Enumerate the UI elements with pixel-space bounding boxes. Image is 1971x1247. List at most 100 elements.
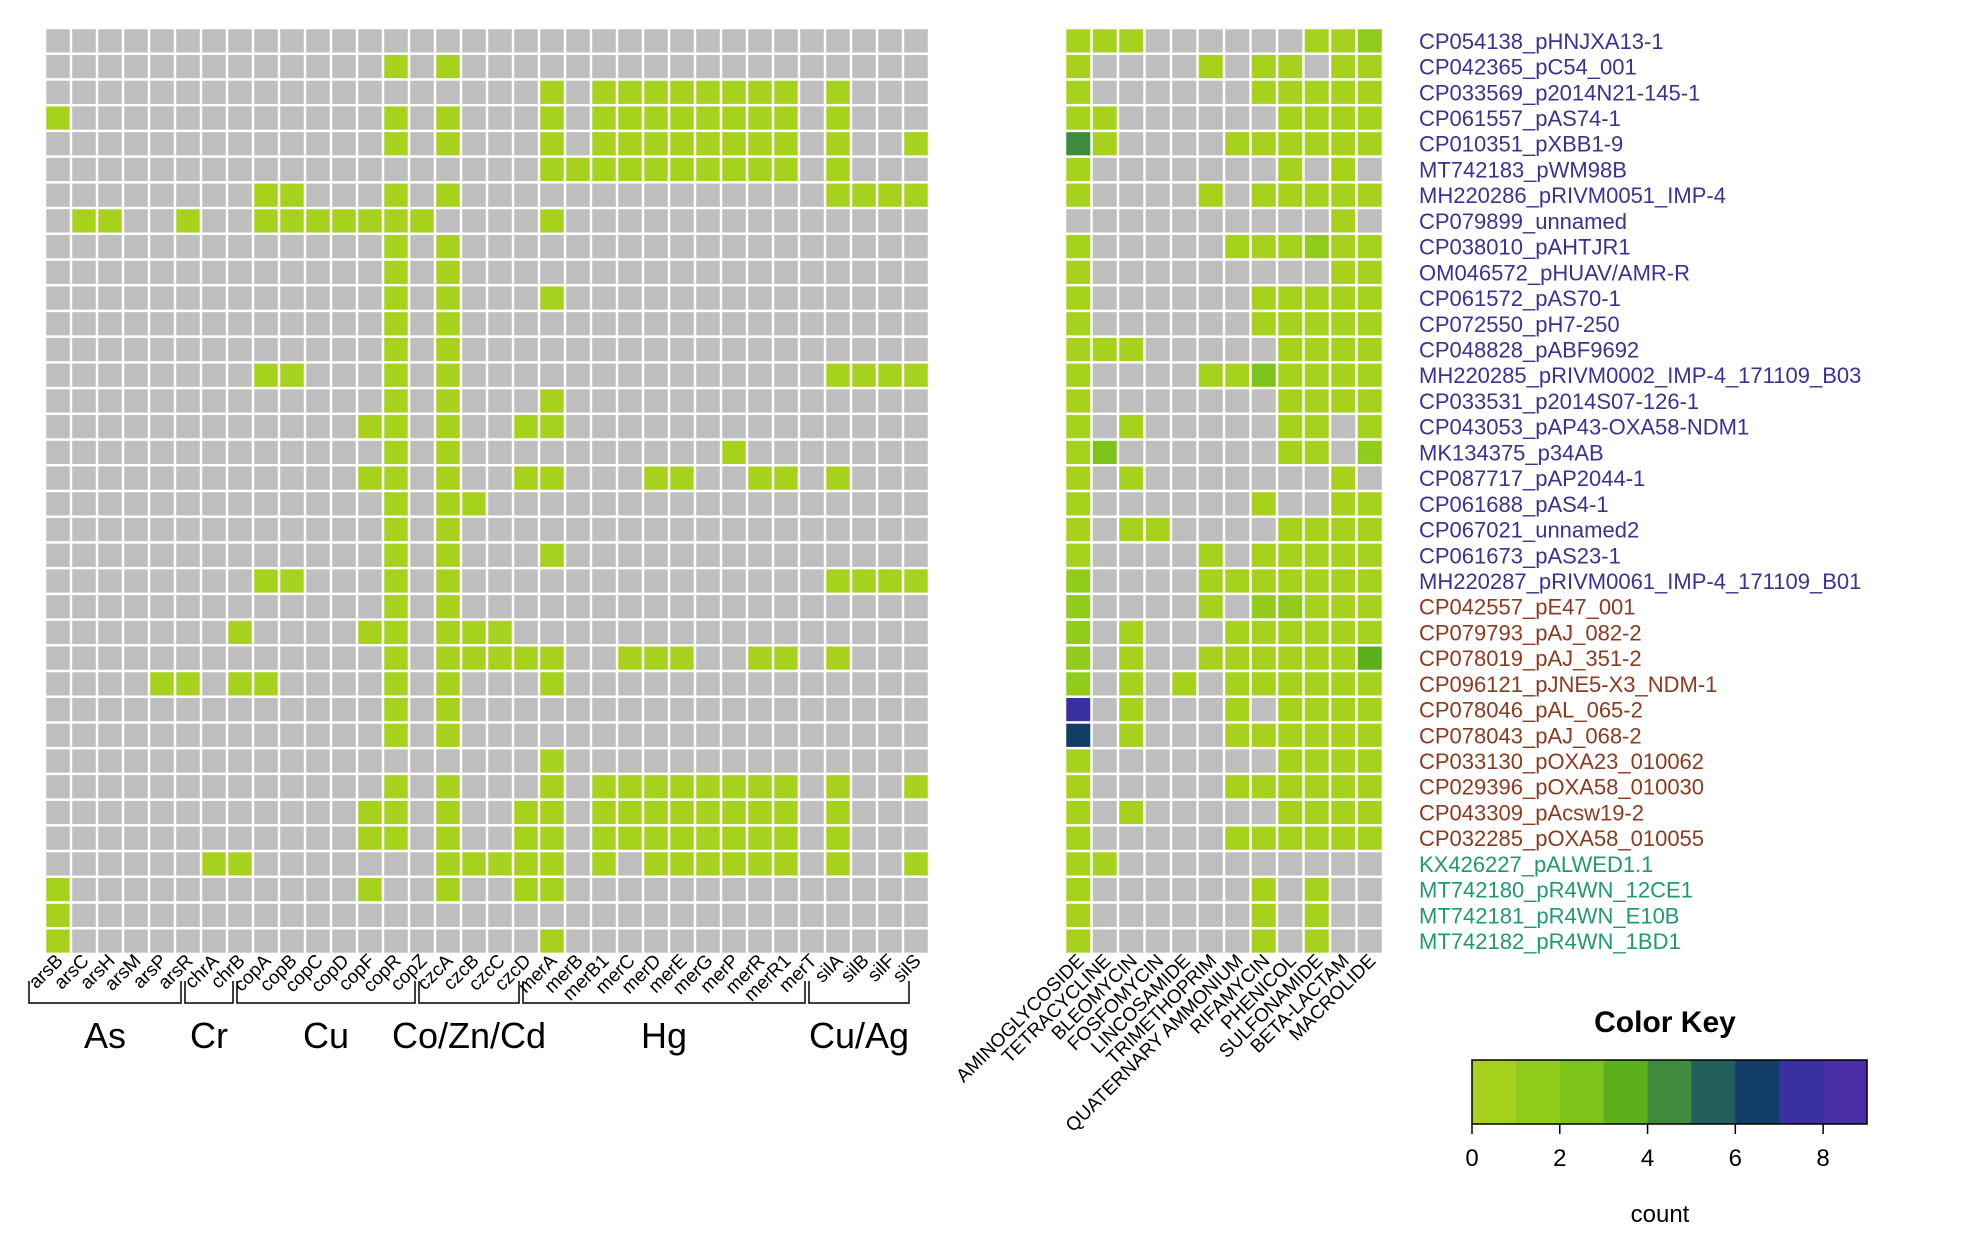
- antibiotic-cell: [1304, 80, 1329, 104]
- metal-cell: [670, 132, 694, 156]
- antibiotic-cell: [1225, 132, 1250, 156]
- metal-cell: [592, 157, 616, 182]
- metal-cell: [410, 775, 434, 799]
- row-label: MK134375_p34AB: [1419, 440, 1604, 465]
- metal-cell: [670, 620, 694, 645]
- metal-cell: [306, 157, 330, 182]
- metal-cell: [436, 723, 460, 747]
- metal-cell: [488, 54, 512, 79]
- metal-cell: [878, 595, 902, 619]
- metal-cell: [306, 132, 330, 156]
- metal-cell: [618, 749, 642, 773]
- antibiotic-cell: [1092, 54, 1117, 79]
- metal-cell: [800, 826, 824, 850]
- metal-cell: [644, 852, 668, 876]
- metal-cell: [540, 775, 564, 799]
- antibiotic-cell: [1198, 415, 1223, 439]
- metal-cell: [592, 363, 616, 387]
- antibiotic-cell: [1145, 852, 1170, 876]
- metal-cell: [852, 132, 876, 156]
- antibiotic-cell: [1066, 337, 1091, 362]
- metal-cell: [306, 363, 330, 387]
- antibiotic-cell: [1119, 183, 1144, 207]
- antibiotic-cell: [1225, 672, 1250, 696]
- antibiotic-cell: [1092, 878, 1117, 902]
- metal-cell: [176, 826, 200, 850]
- metal-cell: [722, 235, 746, 259]
- metal-cell: [800, 543, 824, 567]
- antibiotic-cell: [1331, 569, 1356, 593]
- metal-cell: [670, 749, 694, 773]
- antibiotic-cell: [1172, 54, 1197, 79]
- metal-cell: [410, 80, 434, 104]
- metal-cell: [878, 800, 902, 825]
- antibiotic-cell: [1172, 337, 1197, 362]
- metal-cell: [722, 260, 746, 284]
- metal-cell: [46, 183, 70, 207]
- metal-cell: [722, 132, 746, 156]
- metal-cell: [852, 286, 876, 310]
- antibiotic-cell: [1278, 749, 1303, 773]
- metal-cell: [878, 106, 902, 130]
- metal-cell: [98, 235, 122, 259]
- antibiotic-cell: [1092, 517, 1117, 542]
- metal-cell: [280, 235, 304, 259]
- metal-cell: [540, 492, 564, 516]
- metal-cell: [748, 157, 772, 182]
- antibiotic-cell: [1225, 723, 1250, 747]
- metal-cell: [878, 389, 902, 413]
- metal-cell: [800, 903, 824, 927]
- metal-cell: [98, 337, 122, 362]
- metal-cell: [904, 826, 928, 850]
- metal-cell: [878, 337, 902, 362]
- metal-cell: [800, 929, 824, 953]
- metal-cell: [618, 569, 642, 593]
- metal-cell: [540, 80, 564, 104]
- metal-cell: [98, 543, 122, 567]
- metal-cell: [384, 389, 408, 413]
- metal-cell: [618, 235, 642, 259]
- metal-cell: [800, 363, 824, 387]
- antibiotic-cell: [1251, 903, 1276, 927]
- metal-cell: [228, 517, 252, 542]
- antibiotic-cell: [1066, 903, 1091, 927]
- metal-cell: [46, 800, 70, 825]
- row-label: CP010351_pXBB1-9: [1419, 132, 1623, 157]
- antibiotic-cell: [1092, 492, 1117, 516]
- metal-cell: [514, 363, 538, 387]
- metal-cell: [46, 29, 70, 53]
- antibiotic-cell: [1357, 260, 1382, 284]
- metal-cell: [98, 389, 122, 413]
- metal-cell: [774, 183, 798, 207]
- metal-cell: [46, 826, 70, 850]
- metal-cell: [826, 157, 850, 182]
- antibiotic-cell: [1278, 106, 1303, 130]
- metal-cell: [306, 492, 330, 516]
- metal-cell: [410, 749, 434, 773]
- metal-cell: [878, 517, 902, 542]
- metal-cell: [254, 517, 278, 542]
- metal-cell: [280, 723, 304, 747]
- metal-cell: [358, 286, 382, 310]
- metal-cell: [358, 569, 382, 593]
- metal-cell: [332, 749, 356, 773]
- metal-cell: [72, 157, 96, 182]
- metal-cell: [436, 337, 460, 362]
- antibiotic-cell: [1331, 312, 1356, 336]
- metal-cell: [202, 620, 226, 645]
- metal-cell: [332, 209, 356, 233]
- metal-cell: [748, 312, 772, 336]
- metal-cell: [540, 800, 564, 825]
- antibiotic-cell: [1331, 415, 1356, 439]
- metal-cell: [540, 157, 564, 182]
- color-key-swatch: [1472, 1060, 1517, 1124]
- metal-cell: [98, 132, 122, 156]
- group-label: Cu/Ag: [809, 1015, 909, 1056]
- row-label: CP038010_pAHTJR1: [1419, 235, 1631, 260]
- metal-cell: [358, 800, 382, 825]
- antibiotic-cell: [1278, 492, 1303, 516]
- metal-cell: [124, 517, 148, 542]
- antibiotic-cell: [1225, 312, 1250, 336]
- metal-cell: [540, 620, 564, 645]
- metal-cell: [592, 29, 616, 53]
